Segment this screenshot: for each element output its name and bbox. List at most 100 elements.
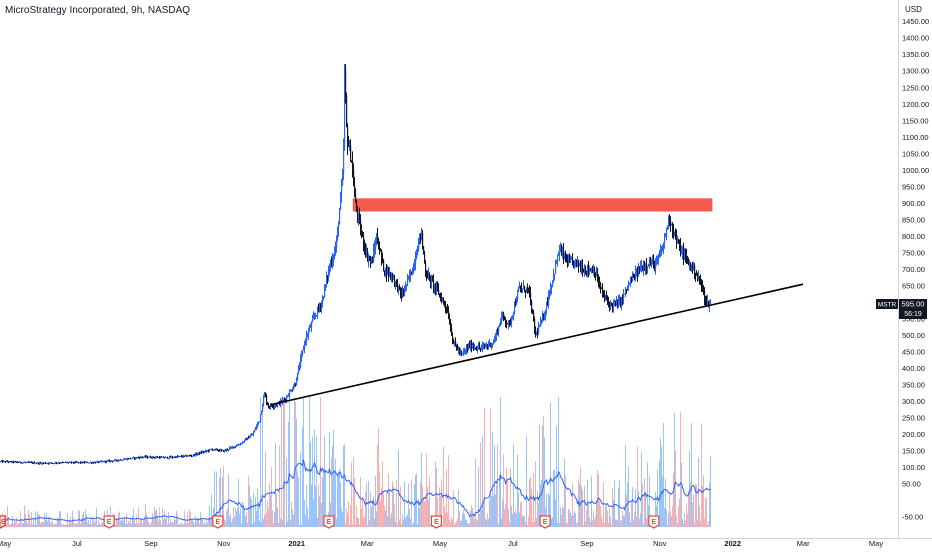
- volume-bar: [243, 503, 244, 527]
- candle-body: [194, 454, 196, 456]
- volume-bar: [301, 524, 302, 527]
- volume-bar: [685, 520, 686, 527]
- volume-bar: [172, 521, 173, 527]
- candle-body: [227, 449, 229, 451]
- candle-body: [490, 342, 492, 347]
- volume-bar: [179, 524, 180, 527]
- candle-body: [321, 303, 323, 308]
- candle-body: [489, 342, 491, 346]
- volume-bar: [361, 509, 362, 527]
- volume-bar: [293, 515, 294, 527]
- candle-body: [425, 262, 427, 274]
- volume-bar: [145, 503, 146, 527]
- volume-bar: [548, 493, 549, 527]
- volume-layer: [0, 397, 711, 527]
- volume-bar: [411, 479, 412, 527]
- volume-bar: [400, 486, 401, 527]
- volume-bar: [339, 468, 340, 527]
- candle-body: [313, 316, 315, 319]
- earnings-marker[interactable]: E: [103, 515, 115, 529]
- volume-bar: [429, 477, 430, 527]
- volume-bar: [694, 522, 695, 527]
- earnings-marker[interactable]: E: [323, 515, 335, 529]
- volume-bar: [577, 522, 578, 527]
- y-tick-label: 450.00: [902, 347, 925, 356]
- volume-bar: [59, 511, 60, 527]
- y-tick-label: 1050.00: [902, 149, 929, 158]
- volume-bar: [66, 524, 67, 527]
- candle-body: [689, 262, 691, 265]
- earnings-marker[interactable]: E: [648, 515, 660, 529]
- trendline[interactable]: [270, 283, 804, 406]
- volume-bar: [415, 474, 416, 527]
- candle-body: [222, 450, 224, 451]
- candle-body: [590, 269, 592, 271]
- volume-bar: [675, 450, 676, 527]
- earnings-label: E: [434, 519, 439, 526]
- candle-body: [541, 320, 543, 321]
- candle-body: [45, 462, 47, 464]
- candle-body: [696, 275, 698, 276]
- earnings-marker[interactable]: E: [539, 515, 551, 529]
- volume-bar: [613, 500, 614, 527]
- volume-bar: [462, 514, 463, 527]
- candle-body: [362, 233, 364, 236]
- candle-body: [384, 271, 386, 274]
- candle-body: [450, 323, 452, 328]
- candle-body: [360, 220, 362, 232]
- candle-body: [365, 247, 367, 254]
- candle-body: [143, 456, 145, 458]
- candle-body: [263, 397, 265, 406]
- earnings-marker[interactable]: E: [430, 515, 443, 529]
- volume-bar: [15, 522, 16, 527]
- volume-bar: [520, 502, 521, 527]
- candle-body: [77, 462, 79, 463]
- candle-body: [472, 346, 474, 349]
- volume-bar: [626, 494, 627, 527]
- candle-body: [392, 274, 394, 280]
- candle-body: [461, 351, 463, 354]
- candle-body: [549, 294, 551, 297]
- candle-body: [401, 292, 403, 297]
- x-tick-label: Nov: [217, 539, 231, 548]
- candle-body: [225, 450, 227, 451]
- volume-bar: [554, 469, 555, 527]
- volume-bar: [345, 523, 346, 527]
- candle-body: [86, 462, 88, 463]
- candle-body: [169, 456, 171, 459]
- candle-body: [97, 461, 99, 463]
- candle-body: [335, 247, 337, 251]
- earnings-marker[interactable]: E: [0, 515, 6, 529]
- volume-bar: [170, 518, 171, 527]
- volume-bar: [471, 505, 472, 527]
- volume-bar: [185, 522, 186, 527]
- candle-body: [602, 288, 604, 294]
- volume-bar: [325, 469, 326, 527]
- volume-bar: [342, 512, 343, 527]
- volume-bar: [89, 524, 90, 527]
- candle-body: [476, 348, 478, 350]
- candle-body: [253, 432, 255, 435]
- candle-body: [497, 331, 499, 334]
- earnings-marker[interactable]: E: [212, 515, 224, 529]
- candle-body: [473, 346, 475, 348]
- candle-body: [455, 341, 457, 345]
- candle-body: [0, 461, 2, 463]
- volume-bar: [267, 501, 268, 527]
- candle-body: [121, 459, 123, 461]
- volume-bar: [422, 485, 423, 527]
- resistance-zone[interactable]: [352, 198, 713, 212]
- volume-bar: [513, 444, 514, 527]
- volume-bar: [605, 506, 606, 527]
- candle-body: [43, 462, 45, 464]
- volume-bar: [515, 508, 516, 527]
- candle-body: [163, 456, 165, 458]
- candle-body: [115, 459, 117, 461]
- candle-body: [183, 455, 185, 457]
- y-tick-label: 300.00: [902, 397, 925, 406]
- volume-bar: [319, 496, 320, 527]
- candle-body: [98, 461, 100, 463]
- volume-bar: [227, 508, 228, 527]
